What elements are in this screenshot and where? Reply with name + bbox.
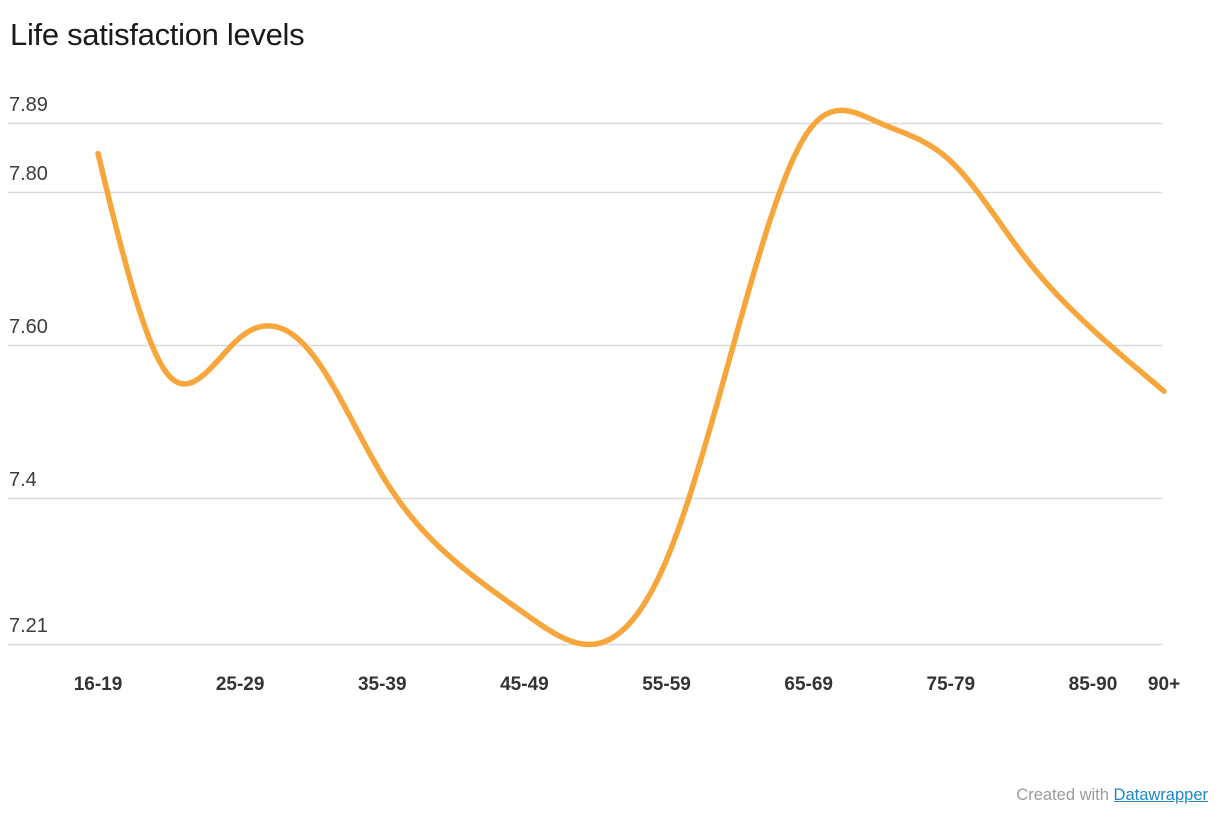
y-tick-label: 7.89 [9,93,48,116]
x-tick-label: 55-59 [642,674,691,695]
y-tick-label: 7.21 [9,614,48,637]
x-tick-label: 45-49 [500,674,549,695]
x-tick-label: 25-29 [215,674,265,695]
x-tick-label: 16-19 [73,674,123,695]
x-tick-label: 35-39 [357,674,407,695]
x-tick-label: 90+ [1147,674,1181,695]
y-tick-label: 7.4 [9,468,37,491]
footer: Created with Datawrapper [1016,786,1208,805]
footer-text: Created with [1016,786,1114,804]
x-tick-label: 65-69 [784,674,833,695]
x-tick-label: 85-90 [1068,674,1118,695]
y-tick-label: 7.60 [9,315,48,338]
line-series [95,107,1167,648]
chart-title: Life satisfaction levels [10,17,305,52]
datawrapper-link[interactable]: Datawrapper [1113,786,1208,804]
y-tick-label: 7.80 [9,162,48,185]
x-tick-label: 75-79 [926,674,976,695]
